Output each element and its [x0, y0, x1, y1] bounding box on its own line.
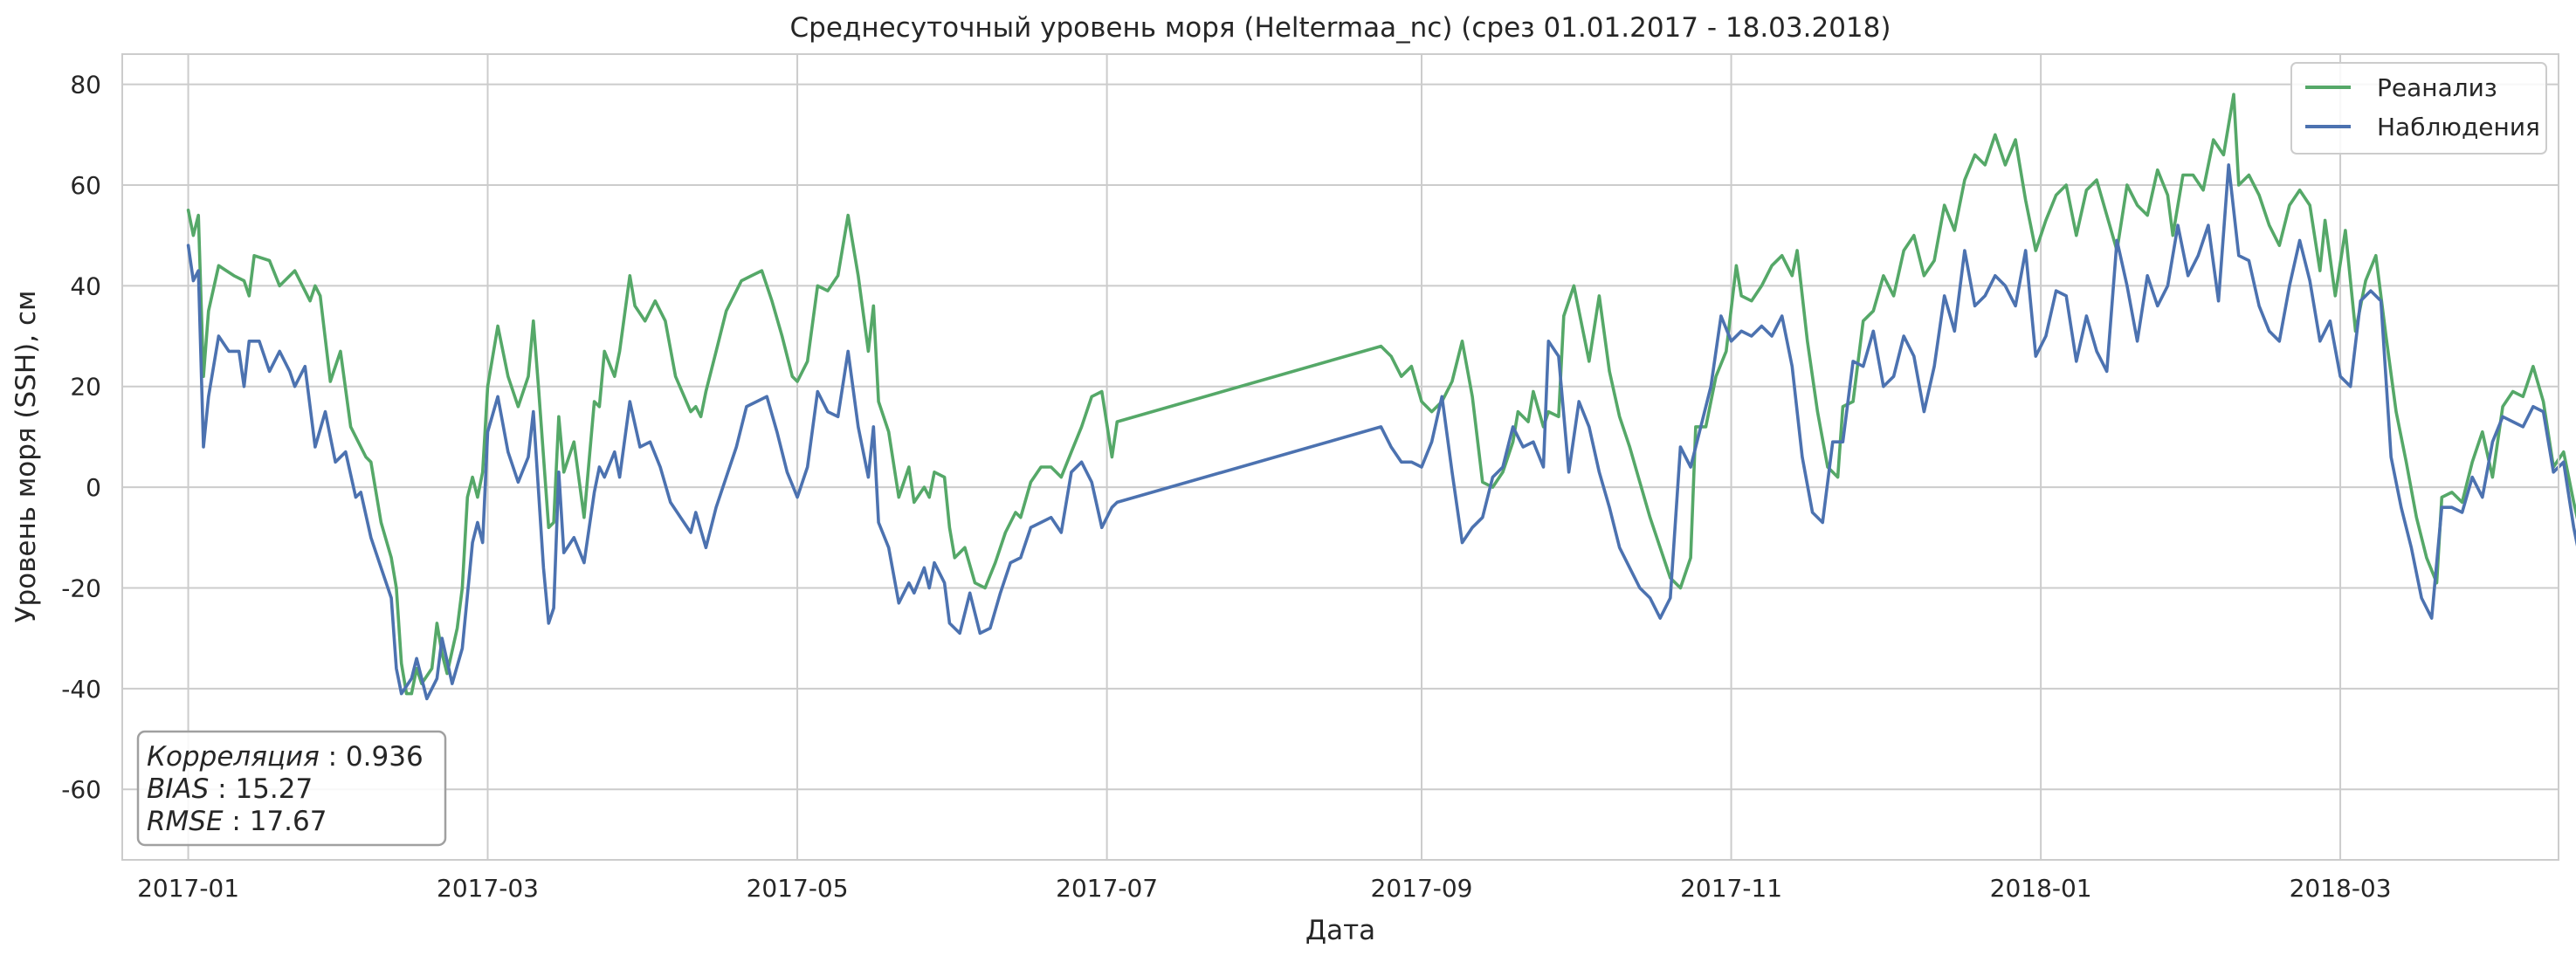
- stat-bias-value: 15.27: [235, 773, 313, 805]
- y-axis: -60 -40 -20 0 20 40 60 80: [61, 71, 101, 805]
- y-tick-label: 60: [70, 171, 101, 200]
- y-tick-label: 40: [70, 271, 101, 300]
- stat-rmse-sep: :: [224, 806, 250, 837]
- x-axis-label: Дата: [1305, 915, 1375, 946]
- series-line-observations: [186, 163, 2576, 701]
- stat-rmse-value: 17.67: [250, 806, 327, 837]
- stats-box-frame: [136, 730, 447, 847]
- y-tick-label: 80: [70, 71, 101, 100]
- y-tick-label: -20: [61, 574, 101, 602]
- stat-correlation-key: Корреляция: [147, 741, 320, 773]
- series-lines: [186, 93, 2576, 701]
- x-tick-label: 2017-11: [1680, 874, 1782, 903]
- stat-correlation: Корреляция : 0.936: [147, 741, 424, 773]
- x-tick-label: 2017-01: [137, 874, 239, 903]
- legend-label-reanalysis: Реанализ: [2377, 73, 2497, 102]
- y-tick-label: -60: [61, 775, 101, 804]
- y-tick-label: 20: [70, 373, 101, 402]
- x-tick-label: 2017-07: [1056, 874, 1158, 903]
- chart-title: Среднесуточный уровень моря (Heltermaa_n…: [790, 12, 1891, 44]
- stat-bias-key: BIAS: [147, 773, 209, 805]
- x-tick-label: 2018-01: [1990, 874, 2092, 903]
- legend-label-observations: Наблюдения: [2377, 113, 2540, 141]
- plot-frame: [121, 53, 2559, 861]
- x-tick-label: 2017-03: [437, 874, 539, 903]
- stat-rmse: RMSE : 17.67: [147, 806, 327, 837]
- grid: [122, 54, 2559, 860]
- y-tick-label: 0: [86, 473, 101, 502]
- x-tick-label: 2018-03: [2290, 874, 2392, 903]
- x-tick-label: 2017-05: [747, 874, 849, 903]
- stat-correlation-sep: :: [320, 741, 346, 773]
- y-tick-label: -40: [61, 675, 101, 704]
- stat-correlation-value: 0.936: [346, 741, 424, 773]
- stat-rmse-key: RMSE: [147, 806, 224, 837]
- legend: Реанализ Наблюдения: [2290, 62, 2547, 155]
- stats-box: Корреляция : 0.936 BIAS : 15.27 RMSE : 1…: [136, 730, 447, 847]
- x-axis: 2017-01 2017-03 2017-05 2017-07 2017-09 2017-…: [137, 874, 2392, 903]
- stat-bias-sep: :: [209, 773, 235, 805]
- stat-bias: BIAS : 15.27: [147, 773, 313, 805]
- y-axis-label: Уровень моря (SSH), см: [10, 291, 42, 623]
- x-tick-label: 2017-09: [1371, 874, 1473, 903]
- legend-box: [2290, 62, 2547, 155]
